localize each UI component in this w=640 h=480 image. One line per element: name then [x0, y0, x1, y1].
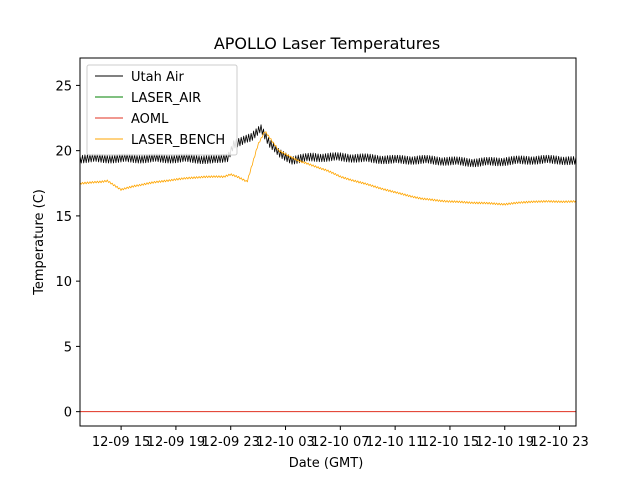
plot-series-group — [79, 124, 577, 413]
x-tick-label: 12-10 23 — [530, 435, 588, 450]
y-tick-label: 20 — [55, 145, 72, 160]
series-line-laser-bench — [79, 131, 577, 206]
legend-label: LASER_BENCH — [131, 133, 225, 148]
legend-label: LASER_AIR — [131, 91, 201, 106]
y-axis-label: Temperature (C) — [32, 189, 47, 296]
x-tick-label: 12-09 15 — [92, 435, 150, 450]
x-axis-label: Date (GMT) — [289, 456, 364, 471]
x-tick-label: 12-10 07 — [311, 435, 369, 450]
legend: Utah Air LASER_AIR AOML LASER_BENCH — [86, 64, 238, 156]
x-tick-label: 12-09 23 — [201, 435, 259, 450]
y-axis-ticks: 0 5 10 15 20 25 — [55, 79, 80, 421]
y-tick-label: 25 — [55, 79, 72, 94]
legend-label: Utah Air — [131, 70, 184, 85]
axes-frame — [79, 57, 577, 427]
x-tick-label: 12-10 15 — [421, 435, 479, 450]
x-tick-label: 12-10 11 — [366, 435, 424, 450]
x-tick-label: 12-10 19 — [476, 435, 534, 450]
x-tick-label: 12-10 03 — [256, 435, 314, 450]
series-line-utah-air — [79, 124, 577, 168]
y-tick-label: 5 — [64, 340, 72, 355]
y-tick-label: 0 — [64, 406, 72, 421]
chart-title: APOLLO Laser Temperatures — [214, 34, 440, 53]
legend-label: AOML — [131, 112, 169, 127]
legend-box — [86, 64, 238, 156]
y-tick-label: 15 — [55, 210, 72, 225]
x-tick-label: 12-09 19 — [147, 435, 205, 450]
y-tick-label: 10 — [55, 275, 72, 290]
